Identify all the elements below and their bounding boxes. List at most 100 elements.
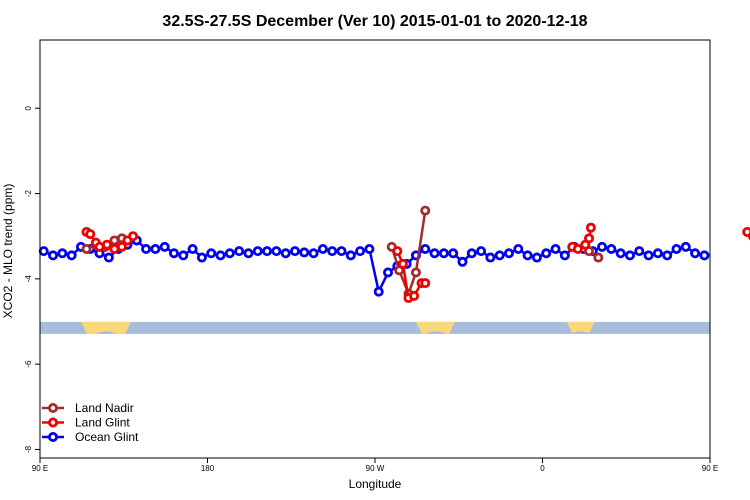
x-tick-label: 90 E (32, 464, 48, 473)
ocean-glint-point (215, 250, 226, 261)
land-nadir-point (410, 267, 421, 278)
ocean-glint-point (103, 252, 114, 263)
ocean-glint-point (234, 246, 245, 257)
ocean-glint-point (150, 243, 161, 254)
land-band-notch (570, 331, 591, 334)
land-glint-point (116, 241, 127, 252)
ocean-glint-point (643, 250, 654, 261)
ocean-glint-point (224, 248, 235, 259)
ocean-glint-point (606, 243, 617, 254)
ocean-glint-point (457, 256, 468, 267)
ocean-glint-point (699, 250, 710, 261)
ocean-glint-point (513, 243, 524, 254)
ocean-glint-point (141, 243, 152, 254)
ocean-glint-point (662, 250, 673, 261)
land-glint-point (392, 246, 403, 257)
ocean-glint-point (178, 250, 189, 261)
x-tick-label: 180 (201, 464, 215, 473)
legend-label-ocean-glint: Ocean Glint (75, 430, 139, 444)
land-band-segment (566, 321, 595, 334)
land-glint-point (572, 243, 583, 254)
land-glint-point (584, 233, 595, 244)
chart-title: 32.5S-27.5S December (Ver 10) 2015-01-01… (162, 13, 587, 30)
ocean-glint-point (615, 248, 626, 259)
land-glint-point (420, 278, 431, 289)
legend-label-land-nadir: Land Nadir (75, 401, 134, 415)
ocean-glint-point (420, 243, 431, 254)
ocean-glint-point (187, 243, 198, 254)
ocean-glint-point (383, 267, 394, 278)
ocean-glint-point (690, 248, 701, 259)
ocean-glint-point (550, 243, 561, 254)
ocean-glint-point (476, 246, 487, 257)
ocean-glint-point (206, 248, 217, 259)
land-band-notch (96, 331, 117, 334)
ocean-glint-point (652, 248, 663, 259)
ocean-glint-point (494, 250, 505, 261)
land-glint-point (128, 231, 139, 242)
land-band-notch (425, 331, 446, 334)
ocean-glint-point (308, 248, 319, 259)
ocean-glint-point (57, 248, 68, 259)
land-glint-point (742, 226, 750, 237)
ocean-glint-point (327, 246, 338, 257)
legend-label-land-glint: Land Glint (75, 416, 130, 430)
ocean-glint-point (66, 250, 77, 261)
ocean-glint-point (271, 246, 282, 257)
ocean-glint-point (243, 248, 254, 259)
y-axis: 0 -2 -4 -6 -8 (24, 105, 40, 453)
ocean-glint-point (466, 248, 477, 259)
land-glint-point (85, 229, 96, 240)
land-glint-point (409, 290, 420, 301)
ocean-glint-point (299, 247, 310, 258)
series-layer (38, 205, 750, 304)
x-axis: 90 E 180 90 W 0 90 E (32, 458, 718, 473)
land-glint-point (102, 239, 113, 250)
ocean-glint-point (48, 250, 59, 261)
x-tick-label: 90 E (702, 464, 718, 473)
ocean-glint-point (485, 252, 496, 263)
x-axis-label: Longitude (349, 477, 402, 491)
ocean-glint-point (159, 241, 170, 252)
ocean-glint-point (541, 248, 552, 259)
ocean-glint-point (252, 246, 263, 257)
ocean-glint-point (168, 248, 179, 259)
ocean-glint-point (429, 248, 440, 259)
ocean-glint-point (448, 248, 459, 259)
legend-swatch-point-ocean-glint (48, 431, 59, 442)
ocean-glint-point (355, 246, 366, 257)
ocean-glint-point (671, 243, 682, 254)
x-tick-label: 90 W (366, 464, 385, 473)
ocean-glint-point (336, 246, 347, 257)
ocean-glint-point (597, 241, 608, 252)
ocean-glint-point (522, 250, 533, 261)
ocean-glint-point (289, 246, 300, 257)
y-tick-label: -4 (24, 275, 33, 283)
ocean-band (40, 321, 710, 334)
y-tick-label: -2 (24, 189, 33, 197)
ocean-glint-point (531, 252, 542, 263)
ocean-glint-point (624, 250, 635, 261)
y-axis-label: XCO2 - MLO trend (ppm) (1, 184, 15, 319)
ocean-glint-point (345, 250, 356, 261)
y-tick-label: 0 (24, 105, 33, 110)
land-nadir-point (593, 252, 604, 263)
ocean-glint-point (38, 246, 49, 257)
ocean-glint-point (364, 243, 375, 254)
ocean-glint-point (438, 248, 449, 259)
land-glint-point (585, 222, 596, 233)
ocean-glint-point (503, 248, 514, 259)
ocean-glint-point (680, 241, 691, 252)
ocean-glint-point (262, 246, 273, 257)
land-glint-point (397, 258, 408, 269)
land-nadir-point (81, 243, 92, 254)
x-tick-label: 0 (540, 464, 545, 473)
legend-swatch-point-land-glint (48, 417, 59, 428)
y-tick-label: -6 (24, 360, 33, 368)
ocean-glint-point (317, 243, 328, 254)
ocean-glint-point (373, 286, 384, 297)
land-band-segment (80, 321, 132, 334)
y-tick-label: -8 (24, 445, 33, 453)
